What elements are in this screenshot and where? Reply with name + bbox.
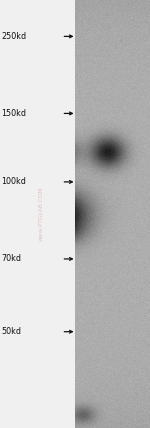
Text: 70kd: 70kd: [2, 254, 21, 264]
Text: 250kd: 250kd: [2, 32, 27, 41]
Text: 50kd: 50kd: [2, 327, 21, 336]
Text: 150kd: 150kd: [2, 109, 27, 118]
Text: 100kd: 100kd: [2, 177, 26, 187]
Text: www.PTGLAB.COM: www.PTGLAB.COM: [39, 187, 44, 241]
